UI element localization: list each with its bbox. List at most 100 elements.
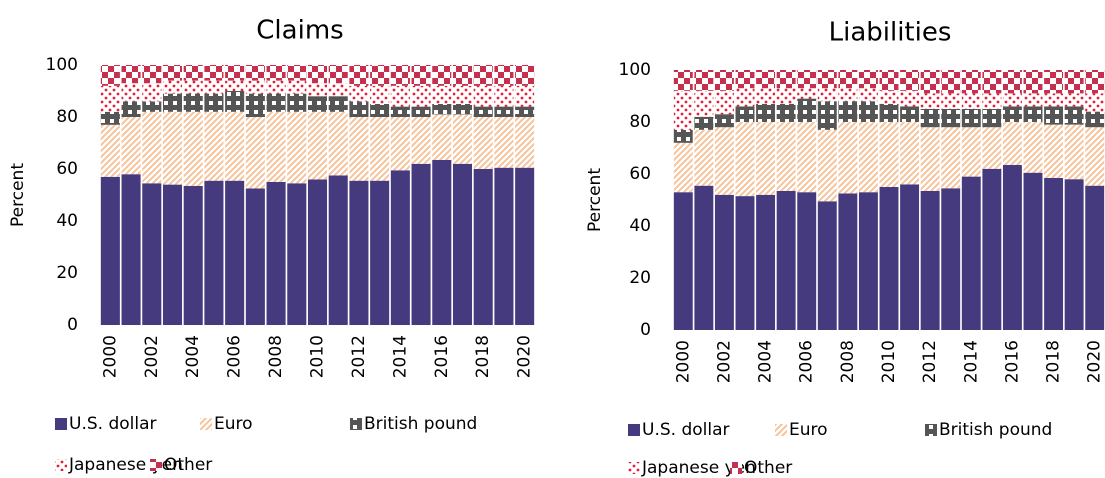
bar-segment (879, 90, 899, 104)
bar-segment (473, 85, 493, 107)
bar-segment (1064, 70, 1084, 94)
bar-segment (1064, 179, 1084, 330)
y-tick-label: 20 (56, 263, 78, 283)
bar-segment (879, 70, 899, 91)
bar-segment (1023, 93, 1043, 107)
x-tick-label: 2018 (1044, 340, 1064, 383)
bar-segment (287, 111, 307, 184)
bar-segment (162, 111, 183, 185)
y-axis-label: Percent (8, 163, 28, 227)
bar-segment (100, 65, 120, 86)
bar-segment (838, 101, 858, 122)
bar-segment (817, 101, 837, 130)
bar-segment (515, 117, 535, 168)
chart-title: Liabilities (829, 18, 952, 48)
bar-segment (515, 85, 535, 107)
bar-segment (452, 65, 473, 86)
x-tick-label: 2008 (266, 335, 286, 378)
bar-segment (1002, 164, 1022, 330)
x-tick-label: 2014 (390, 335, 410, 378)
y-tick-label: 60 (56, 159, 78, 179)
bar-segment (183, 80, 203, 94)
bar-segment (494, 65, 514, 86)
bar-segment (1064, 93, 1084, 107)
x-tick-label: 2010 (879, 340, 899, 383)
bar-segment (494, 106, 514, 117)
bar-segment (1002, 93, 1022, 107)
bar-segment (776, 190, 796, 330)
bar-segment (900, 90, 920, 107)
bar-segment (370, 180, 390, 325)
bar-segment (245, 80, 265, 94)
bar-segment (735, 122, 755, 197)
bar-segment (328, 96, 348, 112)
bar-segment (673, 70, 693, 91)
bar-segment (142, 183, 162, 325)
bar-segment (776, 103, 796, 122)
bar-segment (162, 184, 183, 325)
bar-segment (100, 176, 120, 325)
bar-segment (121, 101, 141, 117)
bar-segment (287, 80, 307, 94)
x-tick-label: 2000 (100, 335, 120, 378)
chart-title: Claims (256, 16, 343, 46)
bar-segment (183, 65, 203, 81)
bar-segment (432, 104, 452, 115)
bar-segment (817, 129, 837, 202)
x-tick-label: 2002 (714, 340, 734, 383)
bar-segment (328, 83, 348, 97)
bar-segment (838, 88, 858, 102)
bar-segment (1044, 106, 1064, 125)
bar-segment (1064, 124, 1084, 180)
bar-segment (287, 183, 307, 325)
y-tick-label: 80 (56, 107, 78, 127)
bar-segment (494, 117, 514, 168)
bar-segment (307, 179, 328, 325)
bar-segment (941, 109, 961, 128)
bar-segment (370, 65, 390, 86)
bar-segment (1085, 185, 1105, 330)
legend-swatch (628, 424, 640, 436)
bar-segment (473, 65, 493, 86)
bar-segment (452, 163, 473, 325)
y-axis-label: Percent (585, 168, 605, 232)
y-tick-label: 40 (56, 211, 78, 231)
y-tick-label: 100 (619, 60, 651, 80)
bar-segment (961, 109, 981, 128)
bar-segment (411, 106, 431, 117)
bar-segment (879, 122, 899, 187)
bar-segment (1044, 70, 1064, 94)
bar-segment (473, 169, 493, 325)
bar-segment (694, 116, 714, 130)
bar-segment (100, 111, 120, 125)
bar-segment (328, 111, 348, 176)
bar-segment (307, 111, 328, 180)
x-tick-label: 2014 (961, 340, 981, 383)
bar-segment (432, 159, 452, 325)
bar-segment (225, 80, 245, 91)
bar-segment (225, 91, 245, 112)
x-tick-label: 2010 (308, 335, 328, 378)
y-tick-label: 100 (46, 55, 78, 75)
bar-segment (266, 80, 286, 94)
bar-segment (390, 85, 410, 107)
x-tick-label: 2004 (756, 340, 776, 383)
bar-segment (797, 192, 817, 330)
x-tick-label: 2004 (183, 335, 203, 378)
bar-segment (1044, 93, 1064, 107)
bar-segment (838, 70, 858, 89)
bar-segment (920, 190, 940, 330)
bar-segment (1002, 106, 1022, 122)
bar-segment (694, 129, 714, 186)
bar-segment (961, 70, 981, 94)
bar-segment (982, 70, 1002, 94)
bar-segment (245, 93, 265, 117)
bar-segment (756, 70, 776, 89)
legend-swatch (730, 462, 742, 474)
legend-swatch (350, 418, 362, 430)
bar-segment (142, 65, 162, 84)
bar-segment (961, 93, 981, 109)
bar-segment (370, 85, 390, 104)
legend-swatch (200, 418, 212, 430)
legend-swatch (775, 424, 787, 436)
